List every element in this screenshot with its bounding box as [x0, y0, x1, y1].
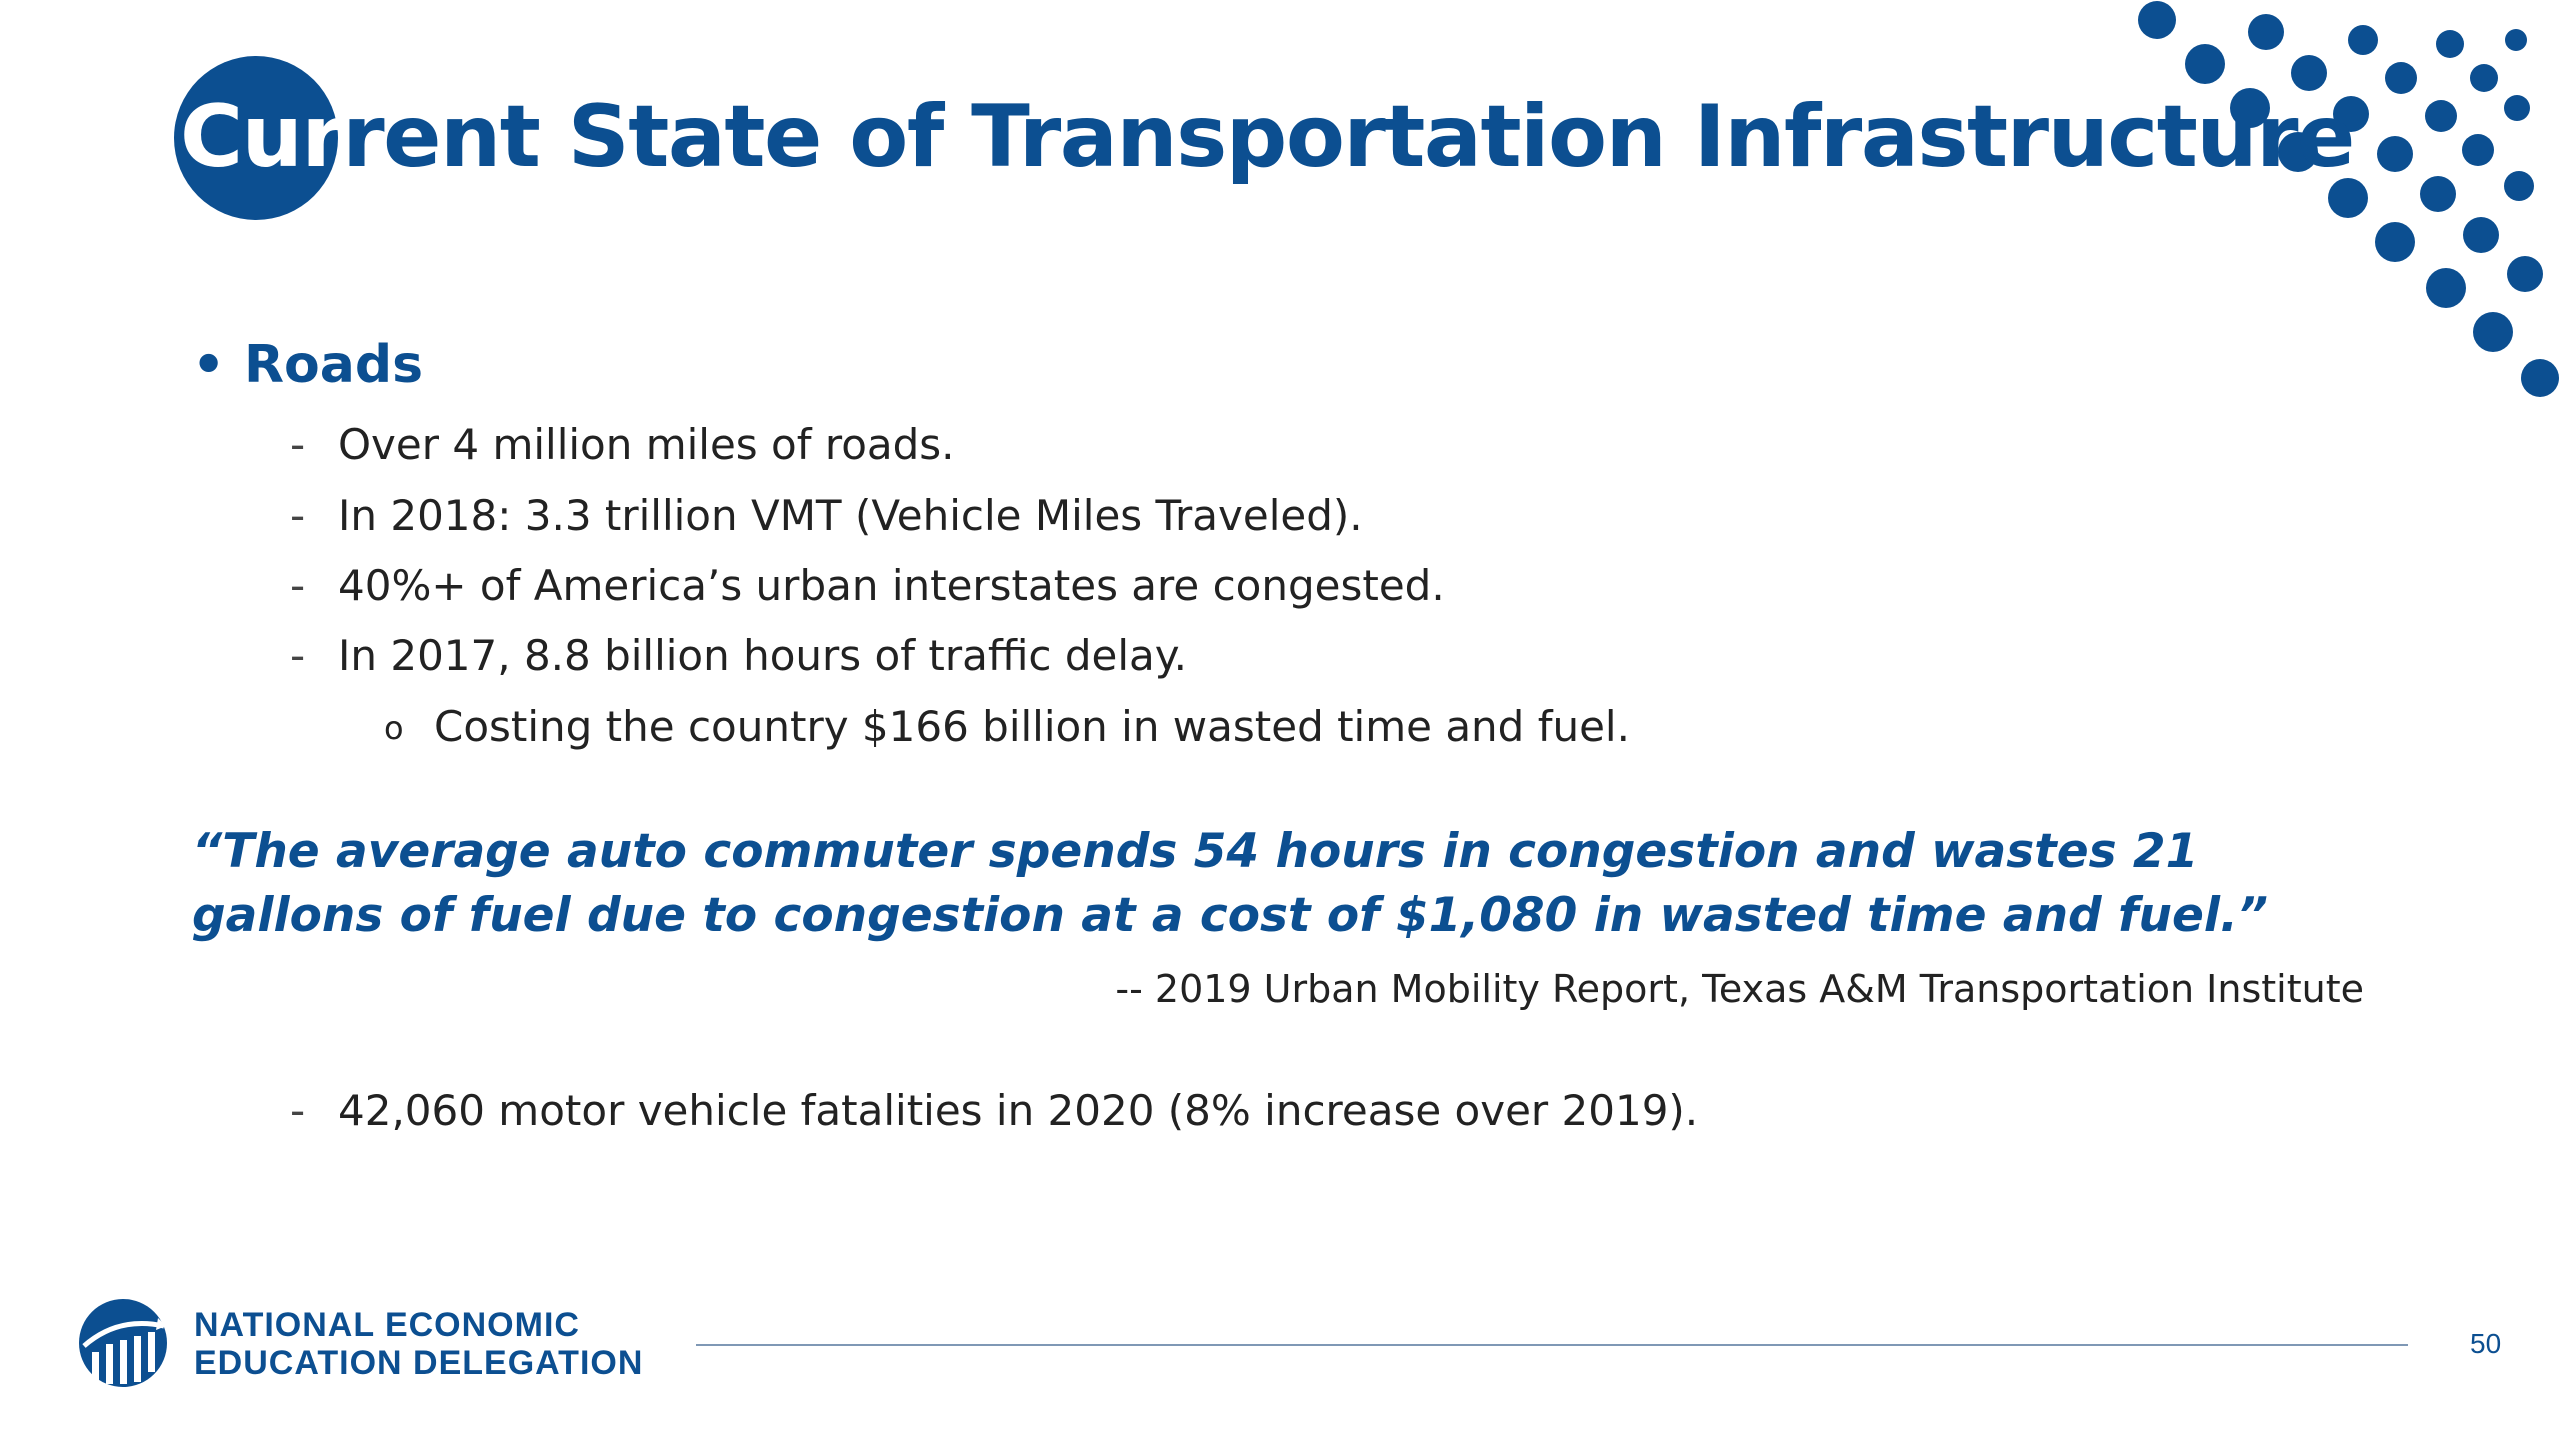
- list-item-text: 40%+ of America’s urban interstates are …: [338, 561, 1445, 610]
- list-item-text: 42,060 motor vehicle fatalities in 2020 …: [338, 1086, 1699, 1135]
- slide-title-prefix: Cur: [180, 87, 344, 187]
- organization-name: NATIONAL ECONOMIC EDUCATION DELEGATION: [194, 1306, 643, 1382]
- list-item-text: In 2017, 8.8 billion hours of traffic de…: [338, 631, 1188, 680]
- list-item: - In 2017, 8.8 billion hours of traffic d…: [290, 625, 1187, 687]
- title-accent-circle: [174, 56, 338, 220]
- list-item-text: In 2018: 3.3 trillion VMT (Vehicle Miles…: [338, 491, 1363, 540]
- dash-marker: -: [290, 491, 306, 540]
- section-bullet: •: [192, 335, 226, 395]
- dash-marker: -: [290, 631, 306, 680]
- organization-name-line2: EDUCATION DELEGATION: [194, 1344, 644, 1382]
- circle-bullet: o: [384, 709, 404, 747]
- sub-list-item: o Costing the country $166 billion in was…: [384, 696, 1630, 759]
- dash-marker: -: [290, 420, 306, 469]
- slide-title: Current State of Transportation Infrastr…: [180, 62, 2355, 212]
- list-item: -42,060 motor vehicle fatalities in 2020…: [290, 1080, 1698, 1142]
- list-item-text: Over 4 million miles of roads.: [338, 420, 955, 469]
- section-heading: • Roads: [192, 328, 423, 402]
- list-item: - Over 4 million miles of roads.: [290, 414, 955, 476]
- page-number: 50: [2470, 1328, 2502, 1359]
- list-item: -40%+ of America’s urban interstates are…: [290, 555, 1445, 617]
- quote-attribution: -- 2019 Urban Mobility Report, Texas A&M…: [1115, 967, 2364, 1011]
- section-heading-text: Roads: [244, 335, 424, 395]
- list-item: - In 2018: 3.3 trillion VMT (Vehicle Mile…: [290, 485, 1363, 547]
- slide-title-rest: rent State of Transportation Infrastruct…: [342, 87, 2355, 187]
- dash-marker: -: [290, 1086, 306, 1135]
- sub-list-item-text: Costing the country $166 billion in wast…: [434, 702, 1630, 751]
- pull-quote: “The average auto commuter spends 54 hou…: [192, 824, 2269, 943]
- organization-name-line1: NATIONAL ECONOMIC: [194, 1306, 580, 1344]
- footer-divider: [696, 1344, 2408, 1346]
- dash-marker: -: [290, 561, 306, 610]
- nead-logo-icon: [79, 1299, 167, 1387]
